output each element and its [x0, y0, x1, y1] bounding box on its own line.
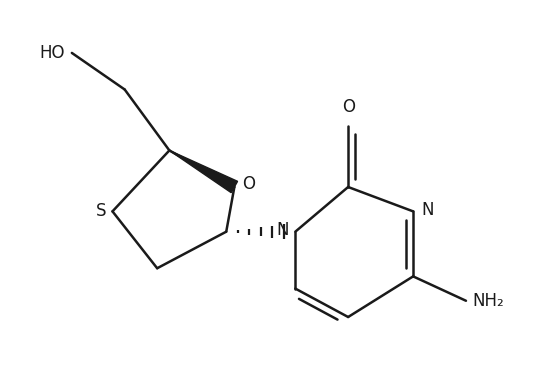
Text: HO: HO [40, 44, 65, 62]
Text: N: N [421, 201, 434, 219]
Text: O: O [243, 175, 256, 193]
Text: N: N [276, 221, 289, 239]
Text: S: S [96, 202, 106, 220]
Text: O: O [342, 98, 355, 116]
Text: NH₂: NH₂ [472, 292, 504, 310]
Polygon shape [169, 150, 238, 193]
